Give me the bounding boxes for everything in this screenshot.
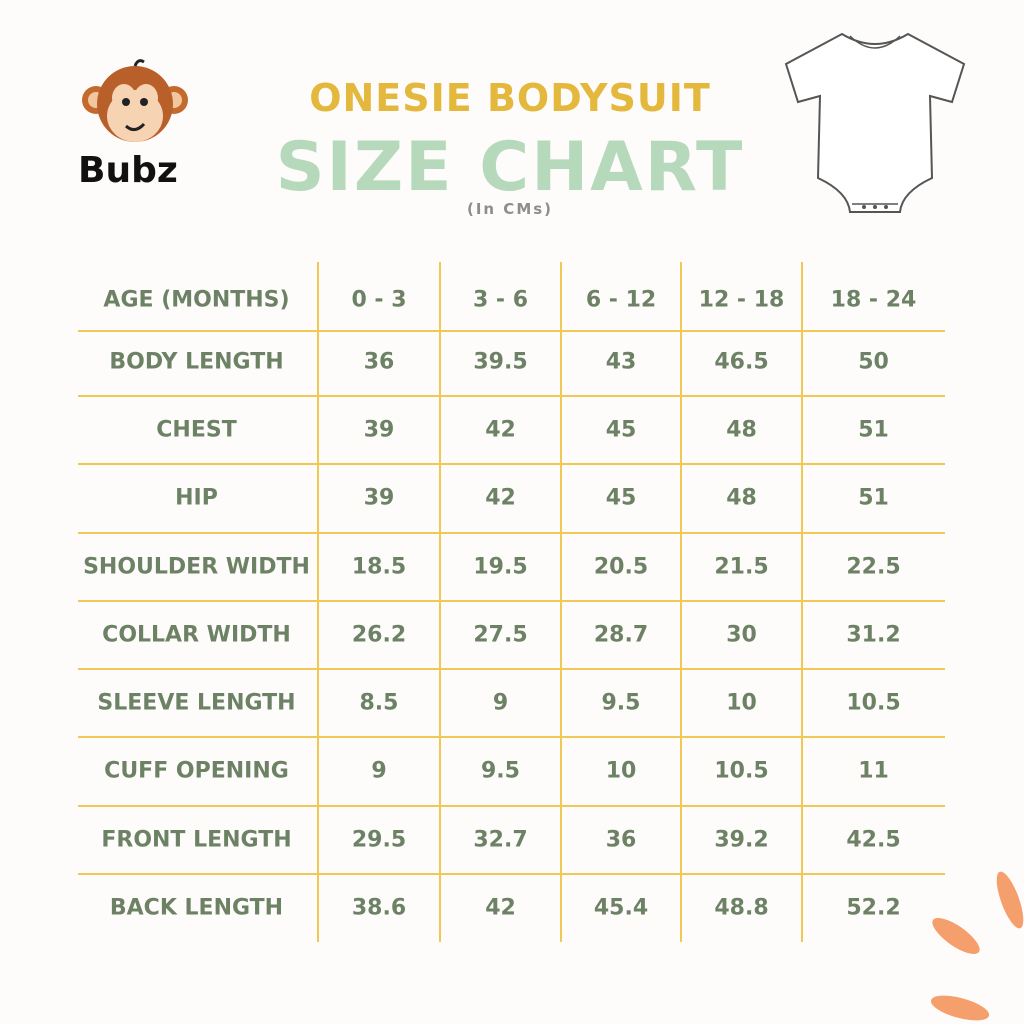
header-label: AGE (MONTHS) xyxy=(103,287,290,313)
table-cell: 19.5 xyxy=(473,554,528,580)
table-cell: 48.8 xyxy=(714,895,769,921)
header-cell: 6 - 12 xyxy=(585,287,657,313)
row-divider xyxy=(78,463,945,465)
row-label: SLEEVE LENGTH xyxy=(97,690,296,716)
table-cell: 9 xyxy=(371,758,387,784)
table-cell: 11 xyxy=(858,758,889,784)
table-cell: 29.5 xyxy=(351,827,407,853)
table-cell: 9.5 xyxy=(481,758,520,784)
row-divider xyxy=(78,395,945,397)
table-cell: 10.5 xyxy=(714,758,769,784)
table-cell: 42 xyxy=(485,417,516,443)
row-label: BODY LENGTH xyxy=(109,349,284,375)
table-cell: 9 xyxy=(492,690,509,716)
onesie-illustration xyxy=(784,32,966,213)
table-cell: 9.5 xyxy=(601,690,641,716)
table-cell: 31.2 xyxy=(846,622,901,648)
table-cell: 28.7 xyxy=(593,622,649,648)
header-cell: 3 - 6 xyxy=(472,287,529,313)
subtitle: ONESIE BODYSUIT xyxy=(309,76,711,120)
row-divider xyxy=(78,668,945,670)
header-cell: 18 - 24 xyxy=(830,287,917,313)
table-cell: 46.5 xyxy=(714,349,769,375)
table-cell: 43 xyxy=(605,349,637,375)
table-cell: 50 xyxy=(858,349,889,375)
header-cell: 0 - 3 xyxy=(351,287,407,313)
table-cell: 51 xyxy=(858,485,889,511)
table-cell: 36 xyxy=(363,349,395,375)
row-label: HIP xyxy=(175,485,218,511)
table-cell: 45 xyxy=(605,417,637,443)
row-label: COLLAR WIDTH xyxy=(102,622,291,648)
header-cell: 12 - 18 xyxy=(698,287,785,313)
table-cell: 10.5 xyxy=(846,690,901,716)
table-cell: 18.5 xyxy=(351,554,407,580)
row-label: BACK LENGTH xyxy=(109,895,284,921)
table-cell: 32.7 xyxy=(473,827,528,853)
table-cell: 39 xyxy=(363,417,395,443)
brand: Bubz xyxy=(78,150,178,191)
table-cell: 51 xyxy=(858,417,889,443)
column-divider xyxy=(439,262,441,942)
table-cell: 27.5 xyxy=(473,622,528,648)
table-cell: 26.2 xyxy=(351,622,407,648)
decoration xyxy=(930,871,1024,1021)
title: SIZE CHART xyxy=(275,128,745,207)
row-divider xyxy=(78,873,945,875)
table-cell: 39.5 xyxy=(473,349,528,375)
table-cell: 8.5 xyxy=(359,690,399,716)
table-cell: 52.2 xyxy=(846,895,901,921)
table-cell: 20.5 xyxy=(593,554,649,580)
table-cell: 45.4 xyxy=(593,895,649,921)
column-divider xyxy=(560,262,562,942)
row-label: CHEST xyxy=(156,417,237,443)
table-cell: 42 xyxy=(485,895,516,921)
table-cell: 42 xyxy=(485,485,516,511)
table-cell: 39 xyxy=(363,485,395,511)
table-cell: 38.6 xyxy=(351,895,407,921)
row-divider xyxy=(78,531,945,534)
row-label: CUFF OPENING xyxy=(104,758,289,784)
column-divider xyxy=(801,262,803,942)
row-label: FRONT LENGTH xyxy=(101,827,292,853)
monkey-logo xyxy=(82,59,188,142)
column-divider xyxy=(680,262,682,942)
table-cell: 39.2 xyxy=(714,827,769,853)
table-cell: 45 xyxy=(605,485,637,511)
table-cell: 48 xyxy=(726,485,757,511)
row-divider xyxy=(78,736,945,738)
unit: (In CMs) xyxy=(466,200,554,218)
table-cell: 10 xyxy=(726,690,757,716)
table-cell: 22.5 xyxy=(846,554,901,580)
table-cell: 36 xyxy=(605,827,637,853)
table-cell: 30 xyxy=(726,622,757,648)
row-divider xyxy=(78,804,945,807)
row-label: SHOULDER WIDTH xyxy=(83,554,310,580)
table-cell: 42.5 xyxy=(846,827,901,853)
row-divider xyxy=(78,330,945,332)
table-cell: 21.5 xyxy=(714,554,769,580)
column-divider xyxy=(317,262,319,942)
row-divider xyxy=(78,600,945,602)
table-cell: 48 xyxy=(726,417,757,443)
table-cell: 10 xyxy=(605,758,637,784)
